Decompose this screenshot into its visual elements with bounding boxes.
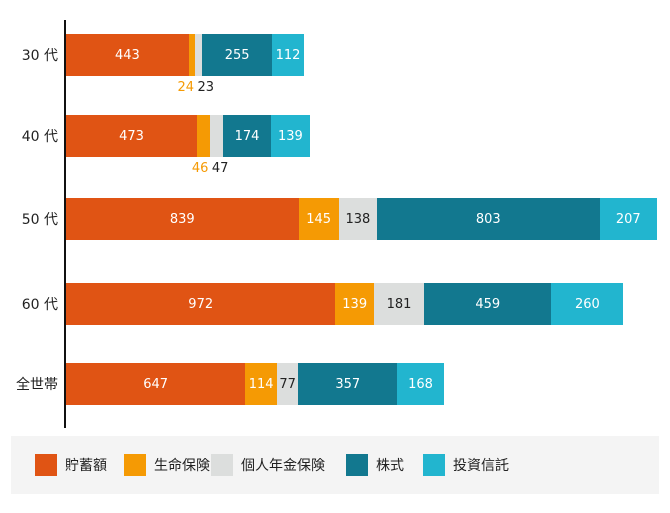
y-axis-line [64, 20, 66, 428]
bar-segment: 112 [272, 34, 304, 76]
bar-segment: 803 [377, 198, 600, 240]
bar-segment: 139 [335, 283, 374, 325]
bar-segment: 168 [397, 363, 444, 405]
bar-segment: 174 [222, 115, 272, 157]
legend-label: 生命保険 [154, 458, 210, 474]
legend-item-life-insurance: 生命保険 [124, 454, 210, 476]
bar-row: 30 代 443 255 112 24 23 [0, 34, 670, 95]
legend-swatch-pension-insurance [211, 454, 233, 476]
legend: 貯蓄額 生命保険 個人年金保険 株式 投資信託 [11, 436, 659, 494]
bar-segment: 459 [424, 283, 552, 325]
legend-label: 個人年金保険 [241, 458, 325, 474]
bar-segment: 255 [201, 34, 273, 76]
category-label: 40 代 [21, 129, 58, 145]
bar-row: 50 代 839 145 138 803 207 [0, 198, 670, 242]
legend-swatch-stocks [346, 454, 368, 476]
outside-data-label: 47 [211, 161, 229, 176]
outside-data-label: 46 [191, 161, 209, 176]
bar-segment: 138 [338, 198, 377, 240]
stacked-bar: 473 174 139 [66, 115, 310, 157]
category-label: 30 代 [21, 48, 58, 64]
outside-data-label: 24 [177, 80, 194, 95]
bar-segment: 114 [245, 363, 277, 405]
bar-segment: 139 [271, 115, 310, 157]
bar-row: 全世帯 647 114 77 357 168 [0, 363, 670, 407]
legend-label: 貯蓄額 [65, 458, 107, 474]
legend-swatch-life-insurance [124, 454, 146, 476]
bar-row: 60 代 972 139 181 459 260 [0, 283, 670, 327]
bar-segment: 145 [298, 198, 339, 240]
legend-item-savings: 貯蓄額 [35, 454, 107, 476]
bar-segment: 181 [373, 283, 425, 325]
stacked-bar: 972 139 181 459 260 [66, 283, 624, 325]
stacked-bar: 647 114 77 357 168 [66, 363, 444, 405]
bar-segment [209, 115, 223, 157]
stacked-bar: 839 145 138 803 207 [66, 198, 657, 240]
stacked-bar: 443 255 112 [66, 34, 304, 76]
bar-segment [197, 115, 210, 157]
legend-item-investment-trusts: 投資信託 [423, 454, 509, 476]
bar-segment: 839 [66, 198, 299, 240]
bar-segment: 972 [66, 283, 336, 325]
bar-segment [188, 34, 196, 76]
bar-segment: 647 [66, 363, 246, 405]
bar-segment: 357 [298, 363, 398, 405]
legend-label: 株式 [376, 458, 404, 474]
legend-label: 投資信託 [453, 458, 509, 474]
category-label: 60 代 [21, 297, 58, 313]
legend-swatch-savings [35, 454, 57, 476]
bar-segment: 77 [276, 363, 299, 405]
bar-segment: 260 [551, 283, 624, 325]
bar-segment: 473 [66, 115, 198, 157]
bar-segment: 443 [66, 34, 189, 76]
bar-segment: 207 [599, 198, 657, 240]
legend-swatch-investment-trusts [423, 454, 445, 476]
legend-item-stocks: 株式 [346, 454, 404, 476]
bar-row: 40 代 473 174 139 46 47 [0, 115, 670, 176]
category-label: 全世帯 [16, 377, 58, 393]
bar-segment [195, 34, 202, 76]
legend-item-pension-insurance: 個人年金保険 [211, 454, 325, 476]
outside-data-label: 23 [197, 80, 214, 95]
category-label: 50 代 [21, 212, 58, 228]
